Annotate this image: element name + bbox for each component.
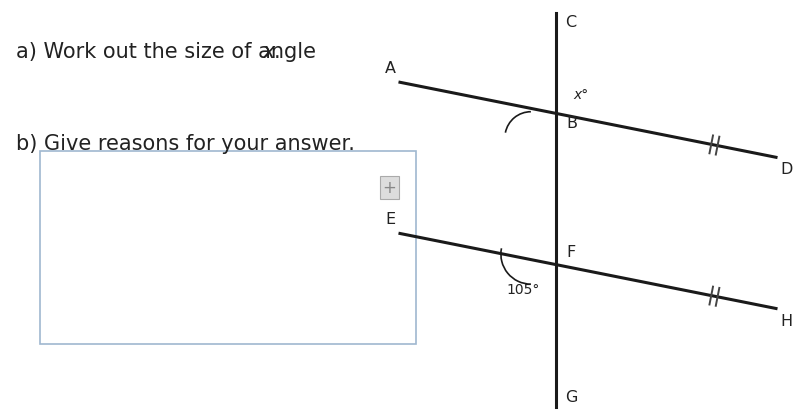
Text: H: H bbox=[780, 313, 792, 328]
FancyBboxPatch shape bbox=[40, 151, 416, 344]
Text: x°: x° bbox=[574, 87, 589, 102]
Text: F: F bbox=[566, 245, 576, 260]
Text: b) Give reasons for your answer.: b) Give reasons for your answer. bbox=[16, 134, 355, 155]
Text: A: A bbox=[385, 61, 396, 76]
Text: G: G bbox=[566, 390, 578, 405]
Text: E: E bbox=[386, 212, 396, 227]
Text: +: + bbox=[382, 178, 396, 197]
Text: 105°: 105° bbox=[506, 284, 540, 297]
Text: x: x bbox=[262, 42, 274, 62]
Text: D: D bbox=[780, 163, 792, 177]
Text: a) Work out the size of angle: a) Work out the size of angle bbox=[16, 42, 322, 62]
Text: .: . bbox=[274, 42, 280, 62]
Text: C: C bbox=[566, 15, 577, 30]
Text: B: B bbox=[566, 116, 578, 131]
